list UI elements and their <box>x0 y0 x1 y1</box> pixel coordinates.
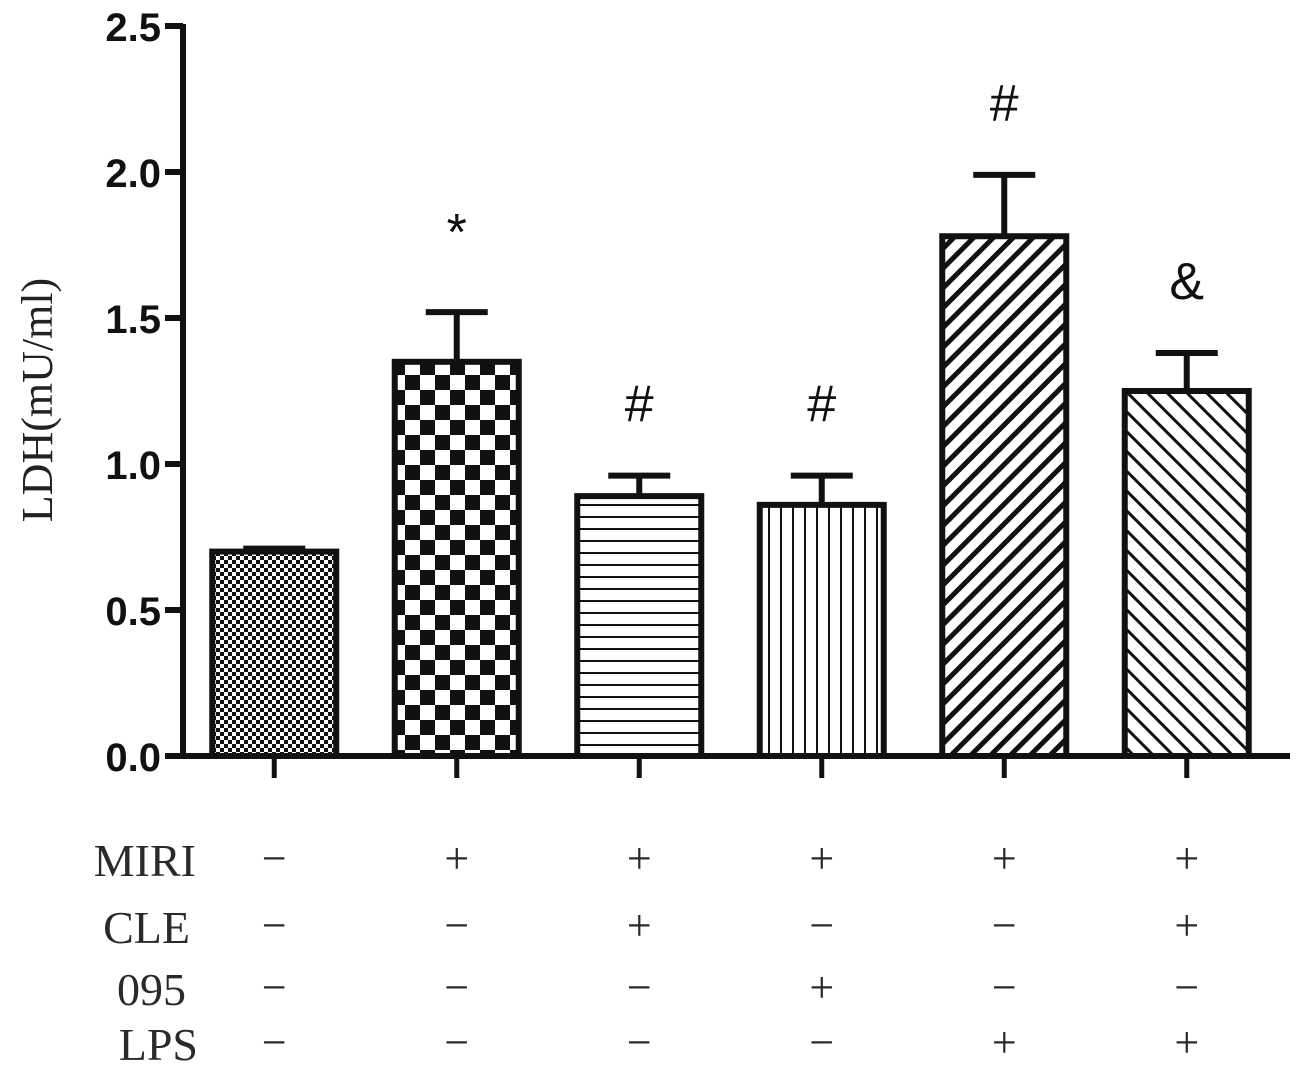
condition-sign: − <box>1174 963 1199 1012</box>
significance-annotation: # <box>990 75 1019 133</box>
condition-sign: + <box>1174 1018 1199 1067</box>
condition-sign: + <box>992 834 1017 883</box>
condition-row-label: LPS <box>119 1019 198 1067</box>
condition-row-label: MIRI <box>94 835 196 886</box>
bar <box>1121 388 1252 759</box>
condition-sign: − <box>809 1018 834 1067</box>
condition-sign: − <box>262 1018 287 1067</box>
condition-sign: − <box>627 1018 652 1067</box>
bars <box>209 171 1252 760</box>
y-tick-label: 0.0 <box>105 736 161 780</box>
y-axis-title: LDH(mU/ml) <box>13 278 62 522</box>
condition-sign: + <box>1174 901 1199 950</box>
bar <box>391 358 522 759</box>
significance-annotation: # <box>807 376 836 434</box>
condition-sign: + <box>627 901 652 950</box>
y-tick-label: 2.0 <box>105 152 161 196</box>
significance-annotation: & <box>1169 253 1204 311</box>
condition-table: MIRI − + + + + + CLE − − + − − +095 − − − + − − LPS − − − − + + <box>94 834 1199 1067</box>
condition-sign: − <box>444 963 469 1012</box>
condition-sign: − <box>992 901 1017 950</box>
axes: 0.0 0.5 1.0 1.5 2.0 2.5 LDH(mU/ml) <box>13 6 1290 780</box>
condition-row-label: CLE <box>103 902 190 953</box>
condition-row-label: 095 <box>117 964 186 1015</box>
bar <box>756 501 887 759</box>
condition-sign: + <box>992 1018 1017 1067</box>
condition-sign: + <box>444 834 469 883</box>
labels: * # # # & <box>447 75 1204 434</box>
condition-sign: − <box>809 901 834 950</box>
condition-sign: − <box>262 963 287 1012</box>
condition-sign: − <box>262 901 287 950</box>
y-tick-label: 1.5 <box>105 298 161 342</box>
condition-sign: + <box>627 834 652 883</box>
condition-sign: + <box>1174 834 1199 883</box>
significance-annotation: # <box>625 376 654 434</box>
condition-sign: − <box>444 1018 469 1067</box>
condition-sign: − <box>444 901 469 950</box>
condition-sign: − <box>992 963 1017 1012</box>
bar <box>939 233 1070 760</box>
significance-annotation: * <box>447 204 467 262</box>
condition-sign: − <box>627 963 652 1012</box>
condition-sign: + <box>809 834 834 883</box>
bar <box>574 493 705 759</box>
y-tick-label: 1.0 <box>105 444 161 488</box>
y-tick-label: 0.5 <box>105 590 161 634</box>
bar <box>209 548 340 759</box>
condition-sign: + <box>809 963 834 1012</box>
y-tick-label: 2.5 <box>105 6 161 50</box>
condition-sign: − <box>262 834 287 883</box>
